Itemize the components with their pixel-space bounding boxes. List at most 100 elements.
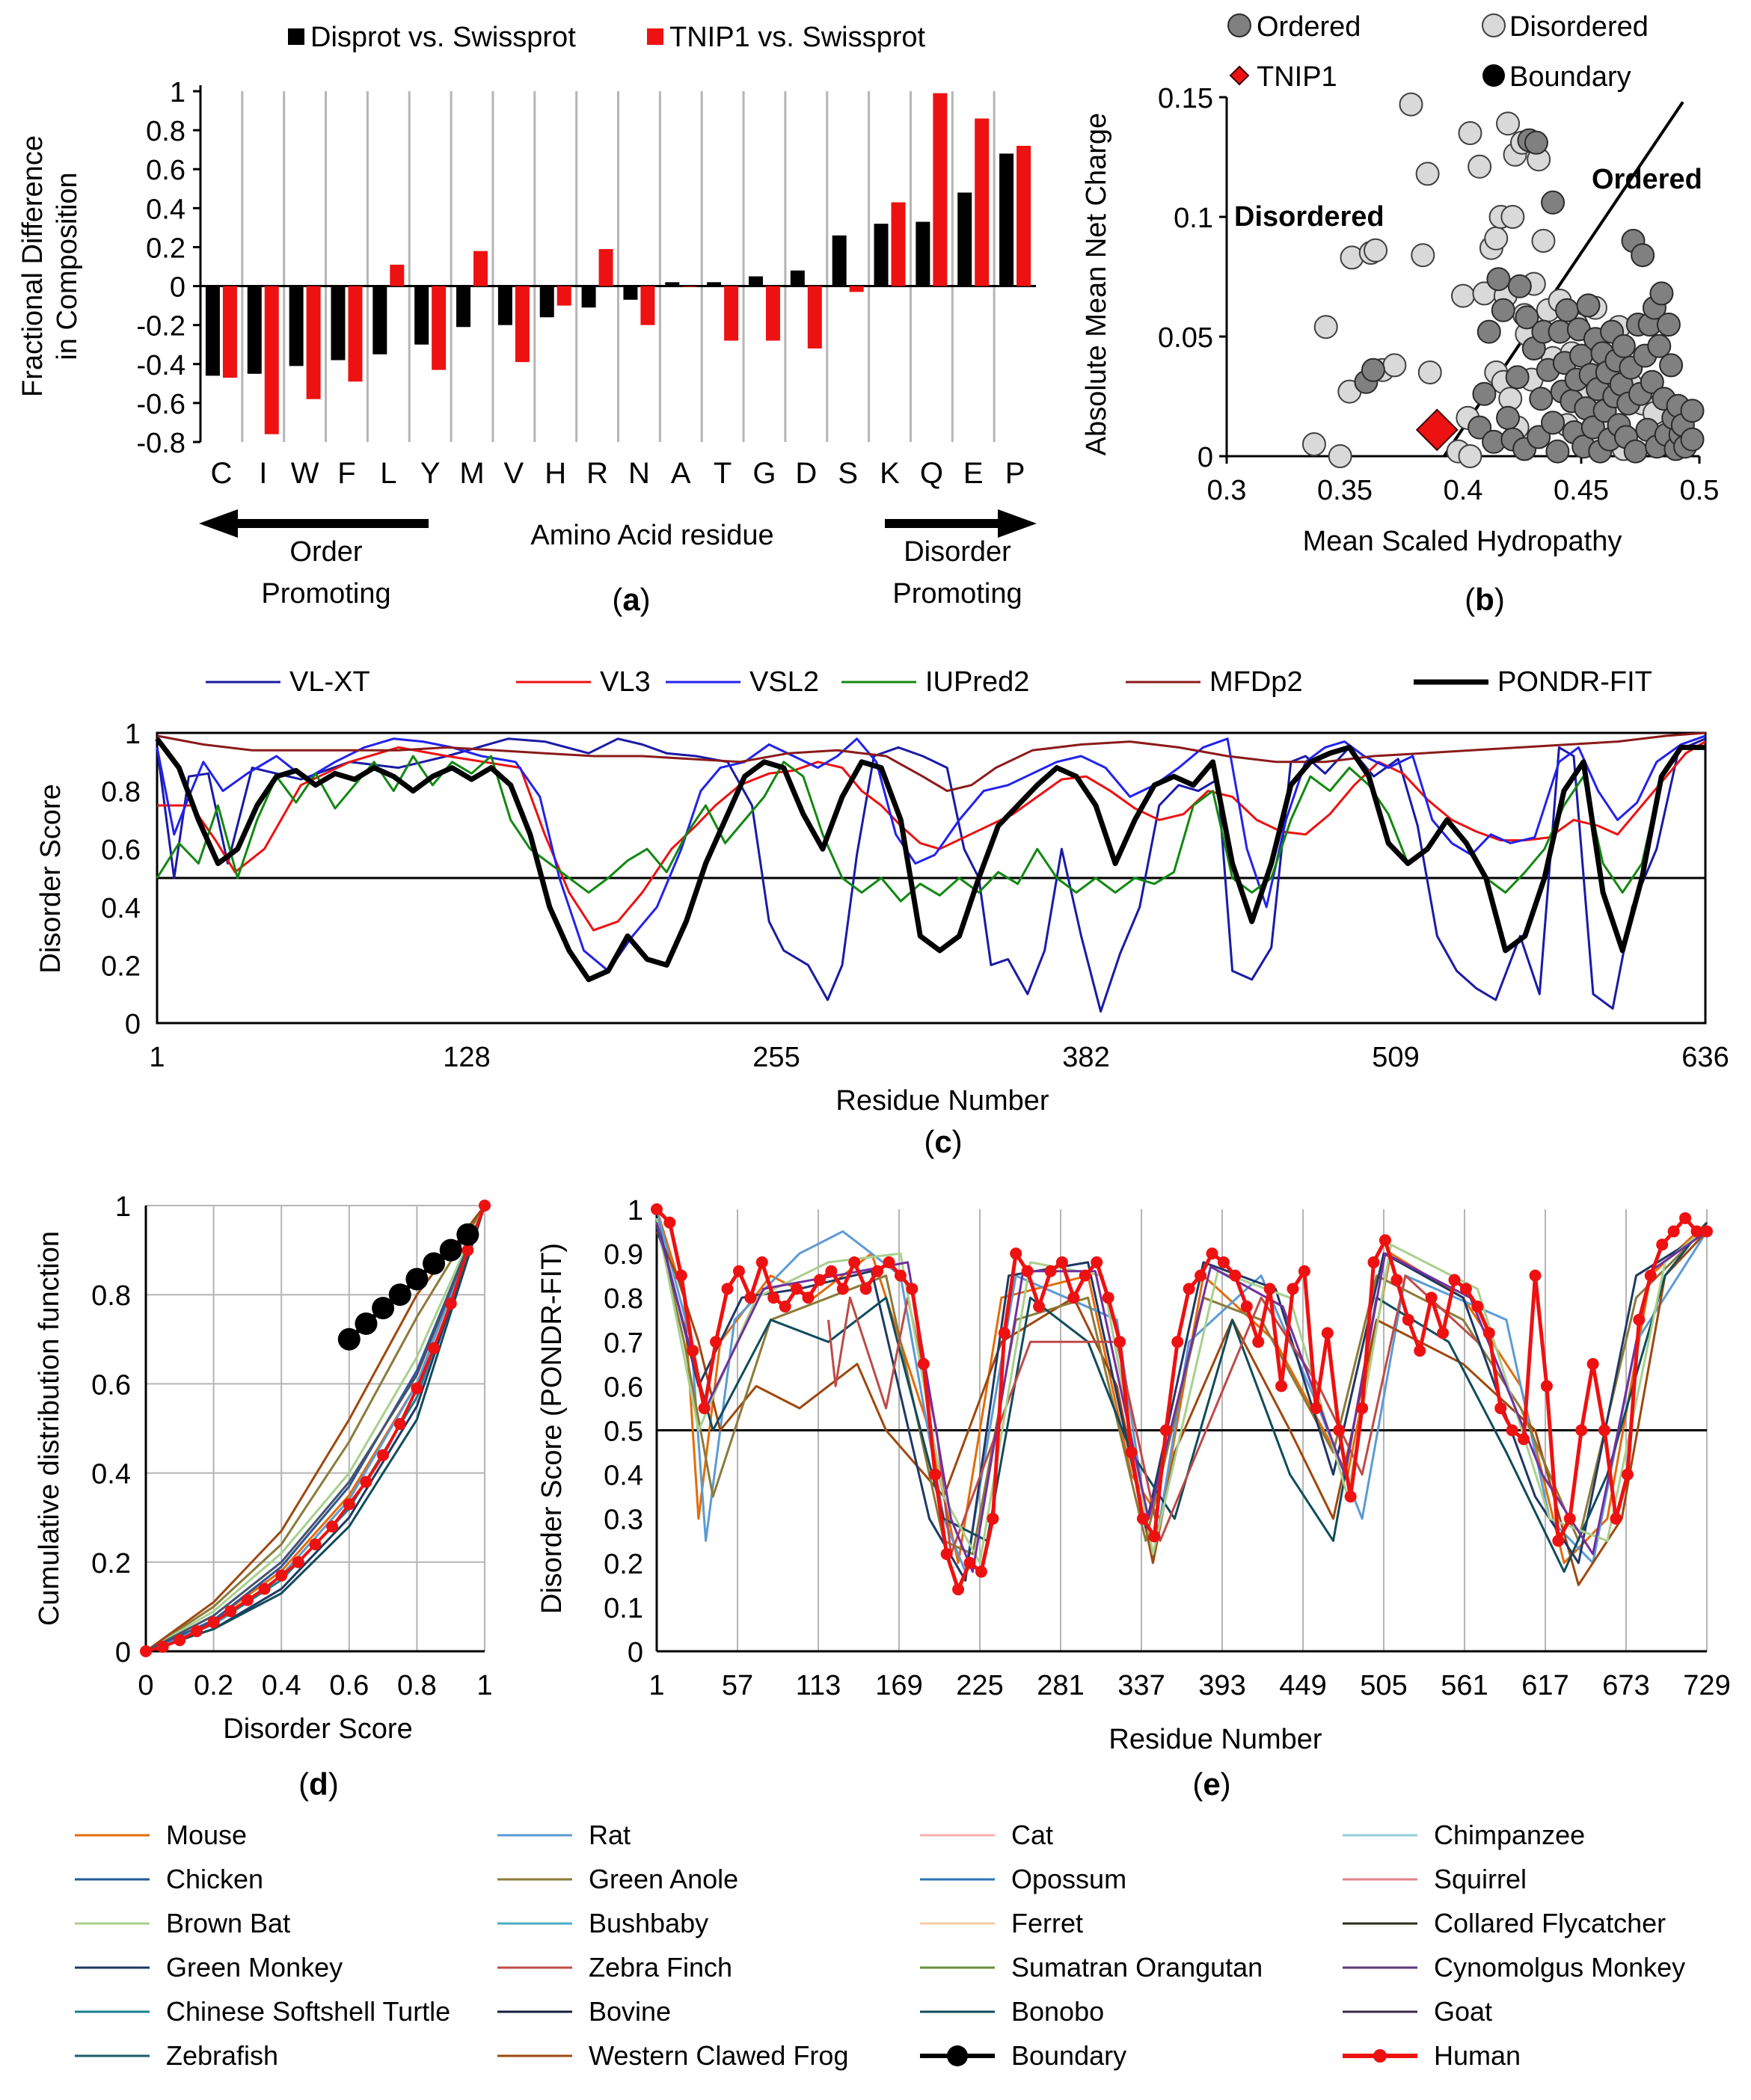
x-axis-label: Mean Scaled Hydropathy	[1303, 526, 1622, 557]
human-disorder-point	[917, 1357, 930, 1370]
human-disorder-point	[1471, 1301, 1484, 1313]
species-disorder-line	[655, 1222, 1708, 1556]
panel-d-cdf-plot: 0 0.2 0.4 0.6 0.8 1 0 0.2 0.4 0.6 0.8 1 Cumulative d…	[34, 1191, 493, 1745]
x-tick-label: S	[838, 457, 858, 490]
bar	[975, 118, 990, 286]
y-tick-label: 0.1	[1174, 203, 1213, 234]
ordered-point	[1527, 425, 1551, 449]
human-disorder-point	[1321, 1327, 1334, 1339]
disorder-promoting-label-2: Promoting	[892, 578, 1022, 610]
human-disorder-point	[710, 1336, 723, 1348]
human-disorder-point	[998, 1327, 1011, 1339]
ordered-point	[1623, 439, 1648, 464]
y-tick-label: 0.4	[146, 194, 185, 225]
human-cdf-point	[326, 1520, 339, 1533]
bar	[432, 286, 447, 370]
bar	[348, 286, 363, 382]
human-disorder-point	[1055, 1256, 1068, 1268]
human-disorder-point	[906, 1283, 919, 1295]
human-disorder-point	[791, 1283, 803, 1295]
boundary-point	[355, 1312, 378, 1335]
x-tick-label: 0.4	[1444, 475, 1483, 506]
human-cdf-point	[428, 1342, 441, 1354]
y-tick-label: -0.4	[137, 350, 185, 381]
human-disorder-point	[883, 1256, 895, 1268]
disordered-point	[1382, 353, 1407, 378]
y-tick-label: 0.2	[101, 951, 141, 982]
bar	[933, 93, 948, 286]
human-cdf-point	[479, 1200, 491, 1212]
y-axis-label: Disorder Score (PONDR-FIT)	[536, 1243, 568, 1614]
disordered-point	[1328, 444, 1352, 468]
ordered-point	[1649, 281, 1674, 306]
y-tick-label: 1	[628, 1195, 643, 1226]
bar	[790, 270, 805, 286]
human-disorder-point	[698, 1401, 711, 1414]
species-cdf-line	[145, 1205, 486, 1653]
y-axis-label: Absolute Mean Net Charge	[1081, 113, 1112, 455]
human-disorder-point	[1367, 1256, 1380, 1268]
y-axis-label-line1: Fractional Difference	[17, 135, 49, 397]
y-tick-label: 0.2	[146, 233, 185, 264]
legend-label: Sumatran Orangutan	[1011, 1952, 1263, 1983]
disorder-promoting-label-1: Disorder	[904, 536, 1011, 568]
legend-label: Brown Bat	[166, 1908, 290, 1938]
y-axis-label: Cumulative distribution function	[34, 1231, 65, 1626]
ordered-point	[1505, 365, 1530, 390]
species-legend: Mouse Rat Cat Chimpanzee Chicken Green Anole O…	[75, 1820, 1685, 2071]
panel-e-species-disorder-profiles: 0 0.1 0.2 0.3 0.4 0.5 0.6 0.7 0.8 0.9 1 1 57 113 169 22…	[536, 1195, 1731, 1755]
disordered-point	[1364, 238, 1388, 262]
x-tick-label: 393	[1198, 1670, 1245, 1701]
x-tick-label: V	[504, 457, 524, 490]
human-disorder-point	[1136, 1512, 1149, 1525]
x-tick-label: 636	[1681, 1042, 1729, 1073]
human-disorder-point	[1344, 1490, 1357, 1503]
legend-boundary-label: Boundary	[1509, 61, 1631, 93]
y-tick-label: 1	[125, 719, 141, 750]
x-tick-label: 0.4	[262, 1670, 301, 1701]
human-disorder-point	[1021, 1265, 1034, 1277]
bar	[891, 202, 906, 286]
x-tick-label: 1	[648, 1670, 664, 1701]
ordered-point	[1580, 415, 1605, 440]
species-disorder-line	[655, 1221, 1708, 1574]
x-tick-label: 0	[138, 1670, 153, 1701]
bar	[999, 153, 1014, 286]
legend-ordered-label: Ordered	[1257, 11, 1361, 43]
legend-label: Green Anole	[589, 1864, 738, 1894]
x-tick-label: C	[210, 457, 232, 490]
series-line	[157, 740, 1706, 932]
boundary-point	[423, 1252, 446, 1275]
human-disorder-point	[1701, 1225, 1713, 1238]
human-disorder-point	[1598, 1424, 1611, 1437]
human-disorder-point	[1690, 1225, 1703, 1238]
legend-label: Western Clawed Frog	[589, 2040, 848, 2071]
x-tick-label: G	[752, 457, 776, 490]
ordered-point	[1496, 405, 1521, 430]
human-disorder-point	[940, 1547, 953, 1560]
human-disorder-point	[1644, 1269, 1657, 1282]
bar	[957, 192, 972, 286]
disordered-point	[1500, 205, 1525, 229]
ordered-point	[1640, 369, 1664, 394]
human-disorder-point	[1287, 1283, 1299, 1295]
x-tick-label: F	[337, 457, 355, 490]
human-cdf-point	[140, 1645, 152, 1657]
x-tick-label: E	[963, 457, 984, 490]
ordered-point	[1631, 243, 1655, 268]
human-disorder-point	[1102, 1292, 1114, 1304]
y-tick-label: 0.6	[604, 1372, 643, 1403]
human-disorder-point	[1679, 1212, 1692, 1224]
human-disorder-point	[1656, 1238, 1669, 1251]
ordered-point	[1541, 190, 1566, 215]
legend-swatch	[288, 28, 304, 45]
order-promoting-label-1: Order	[289, 536, 362, 568]
bar	[623, 286, 638, 300]
tnip1-point	[1415, 408, 1459, 452]
human-cdf-point	[377, 1449, 390, 1461]
x-tick-label: 0.5	[1680, 475, 1720, 506]
human-cdf-point	[444, 1298, 457, 1310]
bar	[665, 282, 680, 286]
human-disorder-point	[848, 1256, 861, 1268]
